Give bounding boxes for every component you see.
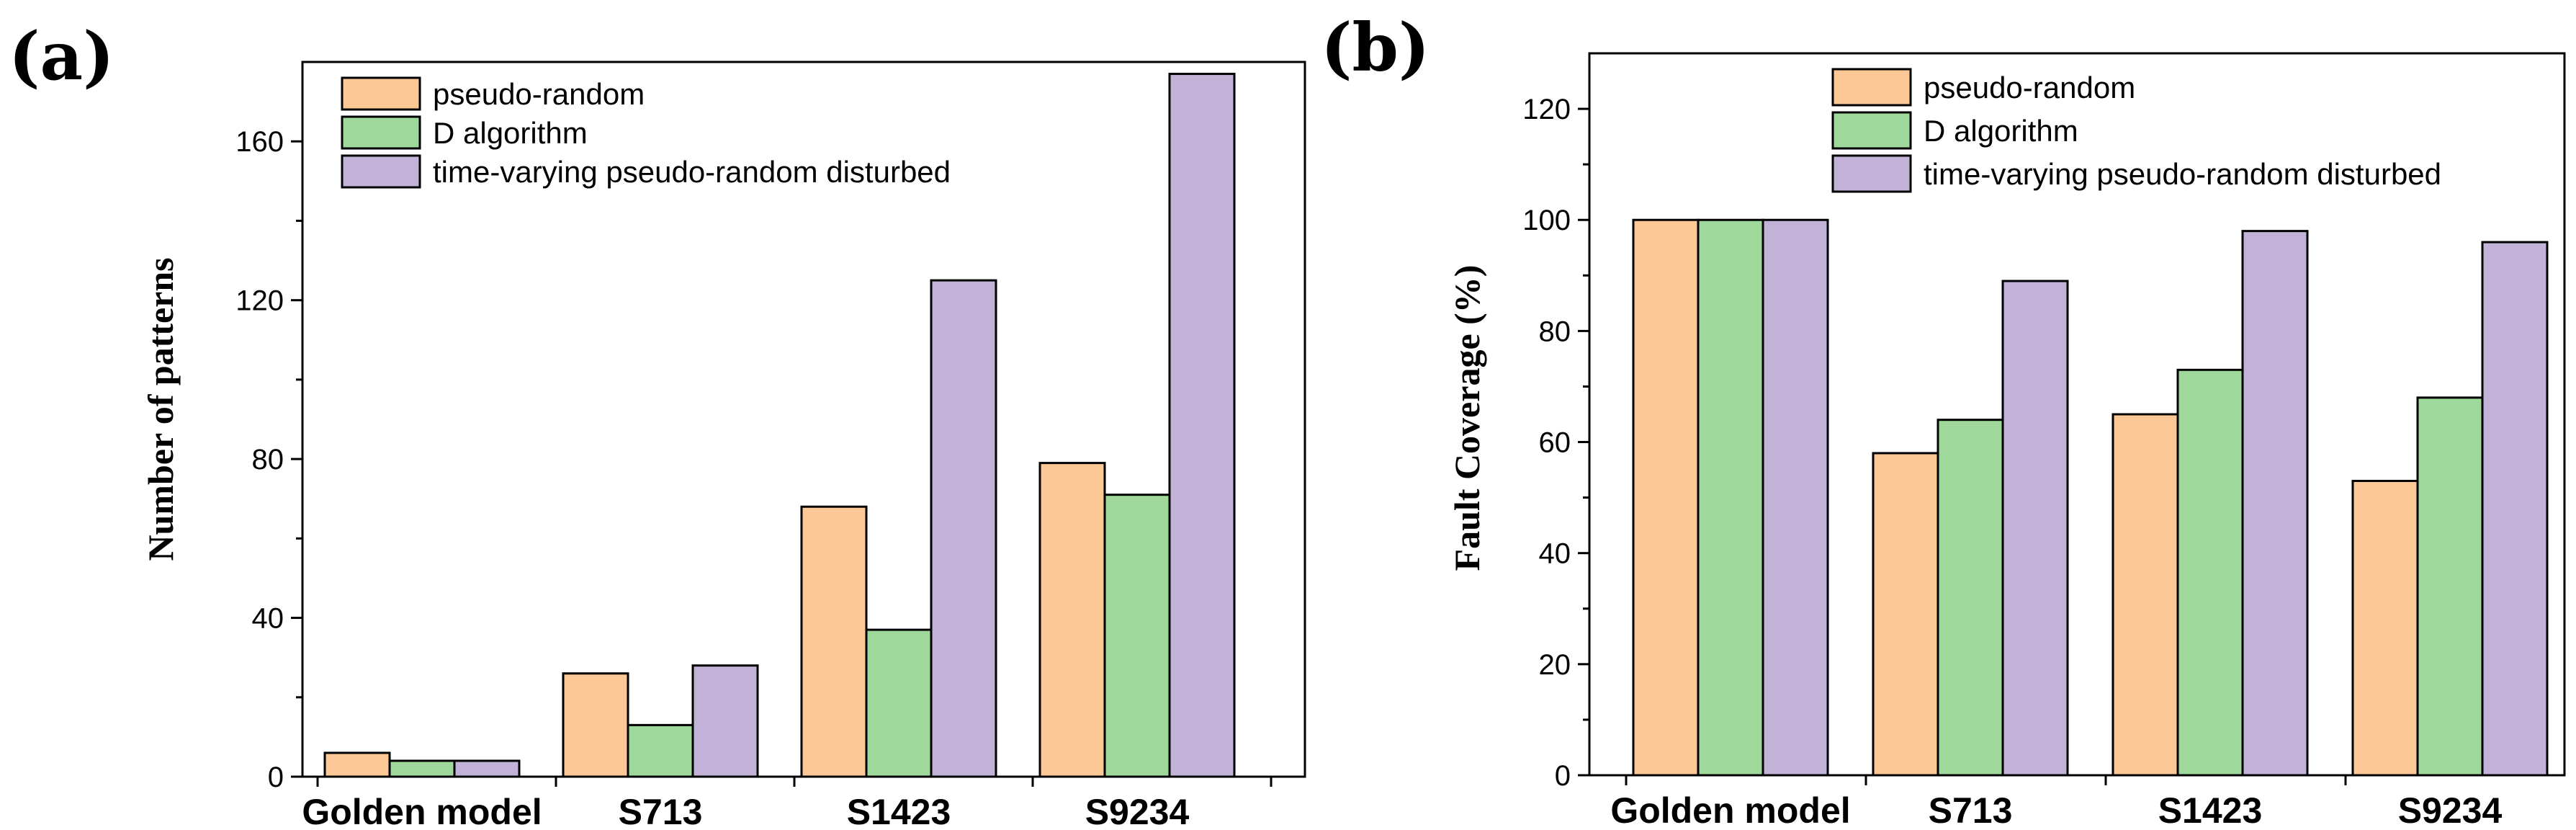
x-tick-label-a-1: S713	[619, 792, 703, 830]
y-tick-label-b-0: 0	[1555, 760, 1571, 792]
bar-b-3-0	[2351, 479, 2419, 777]
bar-a-1-2	[691, 664, 759, 778]
y-tick-label-b-1: 20	[1539, 649, 1571, 681]
x-tick-label-b-1: S713	[1929, 790, 2013, 830]
legend-swatch-b-0	[1831, 68, 1912, 107]
panel-label-a: (a)	[9, 17, 115, 95]
legend-swatch-a-2	[341, 154, 421, 189]
bar-b-0-1	[1697, 218, 1764, 777]
chart-b: (b) Fault Coverage (%) 0 20 40 60 80 100 120 G…	[1321, 9, 2566, 830]
legend-label-b-2: time-varying pseudo-random disturbed	[1924, 157, 2441, 191]
y-tick-label-b-3: 60	[1539, 427, 1571, 459]
bar-a-3-2	[1168, 73, 1236, 778]
legend-label-b-1: D algorithm	[1924, 114, 2078, 148]
panel-label-b: (b)	[1321, 9, 1430, 86]
y-tick-label-b-6: 120	[1522, 94, 1571, 125]
bars-a	[323, 73, 1236, 778]
legend-label-a-1: D algorithm	[433, 116, 588, 150]
bar-b-2-2	[2241, 230, 2309, 777]
y-axis-label-a: Number of patterns	[140, 257, 181, 561]
legend-swatch-a-1	[341, 115, 421, 150]
bar-a-3-1	[1103, 494, 1171, 778]
legend-label-a-0: pseudo-random	[433, 77, 645, 111]
bar-b-1-1	[1937, 419, 2004, 777]
bar-a-0-1	[388, 759, 456, 778]
bar-a-3-0	[1038, 462, 1106, 778]
bar-a-2-1	[865, 628, 933, 778]
legend-swatch-b-2	[1831, 154, 1912, 193]
bars-b	[1632, 218, 2549, 777]
x-tick-label-a-3: S9234	[1085, 792, 1190, 830]
y-tick-label-b-4: 80	[1539, 316, 1571, 347]
x-tick-label-b-2: S1423	[2158, 790, 2263, 830]
bar-b-1-0	[1872, 452, 1939, 777]
bar-a-2-0	[800, 505, 868, 778]
bar-b-2-1	[2176, 368, 2244, 777]
chart-a: (a) Number of patterns 0 40 80 120 160 Golde…	[9, 17, 1306, 830]
y-ticks-b: 0 20 40 60 80 100 120	[1522, 94, 1589, 792]
legend-b: pseudo-random D algorithm time-varying pse…	[1831, 68, 2441, 193]
x-ticks-a: Golden model S713 S1423 S9234	[302, 777, 1273, 830]
bar-b-3-1	[2416, 396, 2484, 777]
y-tick-label-a-0: 0	[268, 762, 284, 793]
bar-b-3-2	[2481, 241, 2549, 777]
bar-b-0-0	[1632, 218, 1700, 777]
plot-frame-b	[1588, 52, 2566, 777]
y-axis-label-b: Fault Coverage (%)	[1447, 265, 1487, 571]
x-tick-label-b-0: Golden model	[1610, 790, 1850, 830]
bar-a-1-0	[562, 672, 629, 778]
bar-a-0-0	[323, 751, 391, 778]
bar-a-1-1	[627, 723, 694, 778]
x-tick-label-b-3: S9234	[2398, 790, 2503, 830]
y-ticks-a: 0 40 80 120 160	[235, 126, 302, 793]
y-tick-label-a-1: 40	[252, 603, 284, 635]
x-tick-label-a-0: Golden model	[302, 792, 542, 830]
bar-a-2-2	[930, 279, 997, 778]
legend-swatch-b-1	[1831, 111, 1912, 150]
bar-b-1-2	[2001, 280, 2069, 777]
y-tick-label-a-2: 80	[252, 444, 284, 476]
x-tick-label-a-2: S1423	[847, 792, 951, 830]
bar-b-2-0	[2111, 413, 2179, 777]
plot-frame-a	[301, 61, 1306, 778]
y-tick-label-b-2: 40	[1539, 538, 1571, 570]
legend-label-a-2: time-varying pseudo-random disturbed	[433, 155, 951, 189]
legend-a: pseudo-random D algorithm time-varying pse…	[341, 76, 951, 189]
y-tick-label-b-5: 100	[1522, 205, 1571, 236]
bar-b-0-2	[1762, 218, 1829, 777]
x-ticks-b: Golden model S713 S1423 S9234	[1610, 775, 2502, 830]
y-tick-label-a-3: 120	[235, 285, 284, 317]
bar-a-0-2	[453, 759, 521, 778]
legend-label-b-0: pseudo-random	[1924, 71, 2135, 104]
y-tick-label-a-4: 160	[235, 126, 284, 158]
legend-swatch-a-0	[341, 76, 421, 111]
